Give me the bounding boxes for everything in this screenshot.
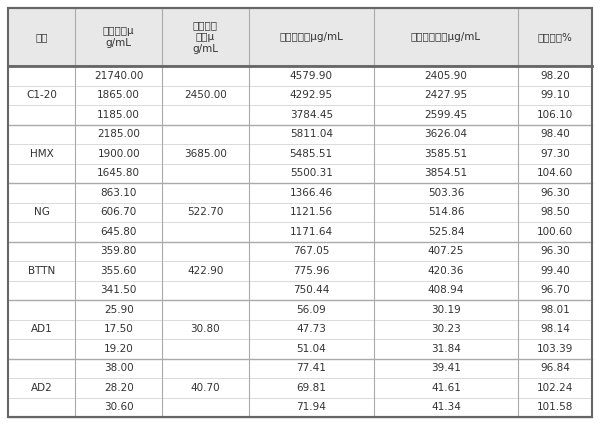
Text: 加标测定值，μg/mL: 加标测定值，μg/mL — [411, 32, 481, 42]
Text: 51.04: 51.04 — [296, 344, 326, 354]
Text: 30.60: 30.60 — [104, 402, 134, 412]
Text: 3585.51: 3585.51 — [424, 149, 467, 159]
Text: 1645.80: 1645.80 — [97, 168, 140, 178]
Text: 47.73: 47.73 — [296, 324, 326, 334]
Text: 31.84: 31.84 — [431, 344, 461, 354]
Bar — [8, 8, 592, 66]
Text: 863.10: 863.10 — [101, 188, 137, 198]
Text: 101.58: 101.58 — [537, 402, 573, 412]
Text: 39.41: 39.41 — [431, 363, 461, 373]
Text: 69.81: 69.81 — [296, 383, 326, 393]
Text: 514.86: 514.86 — [428, 207, 464, 217]
Text: 19.20: 19.20 — [104, 344, 134, 354]
Text: 645.80: 645.80 — [101, 227, 137, 237]
Text: 98.14: 98.14 — [540, 324, 570, 334]
Text: 41.34: 41.34 — [431, 402, 461, 412]
Text: 测定总值，μg/mL: 测定总值，μg/mL — [279, 32, 343, 42]
Text: 40.70: 40.70 — [191, 383, 220, 393]
Text: 420.36: 420.36 — [428, 266, 464, 276]
Text: 71.94: 71.94 — [296, 402, 326, 412]
Bar — [8, 66, 592, 125]
Text: 1900.00: 1900.00 — [97, 149, 140, 159]
Text: 341.50: 341.50 — [101, 285, 137, 295]
Text: 1171.64: 1171.64 — [290, 227, 333, 237]
Text: 56.09: 56.09 — [296, 305, 326, 315]
Bar — [8, 125, 592, 183]
Text: AD1: AD1 — [31, 324, 53, 334]
Bar — [8, 300, 592, 359]
Bar — [8, 359, 592, 417]
Text: 38.00: 38.00 — [104, 363, 134, 373]
Text: 103.39: 103.39 — [537, 344, 573, 354]
Text: 1185.00: 1185.00 — [97, 110, 140, 120]
Text: 1865.00: 1865.00 — [97, 90, 140, 100]
Text: 17.50: 17.50 — [104, 324, 134, 334]
Text: 25.90: 25.90 — [104, 305, 134, 315]
Text: 4579.90: 4579.90 — [290, 71, 333, 81]
Text: 98.01: 98.01 — [540, 305, 570, 315]
Text: 606.70: 606.70 — [101, 207, 137, 217]
Text: 21740.00: 21740.00 — [94, 71, 143, 81]
Text: 522.70: 522.70 — [187, 207, 224, 217]
Text: HMX: HMX — [30, 149, 53, 159]
Text: 102.24: 102.24 — [537, 383, 573, 393]
Bar — [8, 183, 592, 241]
Text: 98.20: 98.20 — [540, 71, 570, 81]
Text: 503.36: 503.36 — [428, 188, 464, 198]
Text: 99.10: 99.10 — [540, 90, 570, 100]
Text: 96.84: 96.84 — [540, 363, 570, 373]
Text: 组分: 组分 — [35, 32, 48, 42]
Text: 30.23: 30.23 — [431, 324, 461, 334]
Bar — [8, 241, 592, 300]
Text: 初始量，μ
g/mL: 初始量，μ g/mL — [103, 26, 134, 48]
Text: 767.05: 767.05 — [293, 246, 329, 256]
Text: 4292.95: 4292.95 — [290, 90, 333, 100]
Text: 355.60: 355.60 — [101, 266, 137, 276]
Text: 3626.04: 3626.04 — [425, 129, 467, 139]
Text: 100.60: 100.60 — [537, 227, 573, 237]
Text: 41.61: 41.61 — [431, 383, 461, 393]
Text: 2450.00: 2450.00 — [184, 90, 227, 100]
Text: 3685.00: 3685.00 — [184, 149, 227, 159]
Text: 1121.56: 1121.56 — [290, 207, 333, 217]
Text: 525.84: 525.84 — [428, 227, 464, 237]
Text: 30.80: 30.80 — [191, 324, 220, 334]
Text: 3854.51: 3854.51 — [424, 168, 467, 178]
Text: 理论加标
量，μ
g/mL: 理论加标 量，μ g/mL — [193, 20, 218, 54]
Text: 5811.04: 5811.04 — [290, 129, 333, 139]
Text: 407.25: 407.25 — [428, 246, 464, 256]
Text: 96.70: 96.70 — [540, 285, 570, 295]
Text: 98.40: 98.40 — [540, 129, 570, 139]
Text: 2405.90: 2405.90 — [425, 71, 467, 81]
Text: 775.96: 775.96 — [293, 266, 329, 276]
Text: C1-20: C1-20 — [26, 90, 57, 100]
Text: 回收率，%: 回收率，% — [538, 32, 572, 42]
Text: 5485.51: 5485.51 — [290, 149, 333, 159]
Text: AD2: AD2 — [31, 383, 53, 393]
Text: 97.30: 97.30 — [540, 149, 570, 159]
Text: 2427.95: 2427.95 — [424, 90, 467, 100]
Text: BTTN: BTTN — [28, 266, 55, 276]
Text: NG: NG — [34, 207, 50, 217]
Text: 422.90: 422.90 — [187, 266, 224, 276]
Text: 359.80: 359.80 — [101, 246, 137, 256]
Text: 99.40: 99.40 — [540, 266, 570, 276]
Text: 408.94: 408.94 — [428, 285, 464, 295]
Text: 30.19: 30.19 — [431, 305, 461, 315]
Text: 98.50: 98.50 — [540, 207, 570, 217]
Text: 2185.00: 2185.00 — [97, 129, 140, 139]
Text: 96.30: 96.30 — [540, 188, 570, 198]
Text: 28.20: 28.20 — [104, 383, 134, 393]
Text: 96.30: 96.30 — [540, 246, 570, 256]
Text: 5500.31: 5500.31 — [290, 168, 332, 178]
Text: 1366.46: 1366.46 — [290, 188, 333, 198]
Text: 77.41: 77.41 — [296, 363, 326, 373]
Text: 750.44: 750.44 — [293, 285, 329, 295]
Text: 3784.45: 3784.45 — [290, 110, 333, 120]
Text: 2599.45: 2599.45 — [424, 110, 467, 120]
Text: 104.60: 104.60 — [537, 168, 573, 178]
Text: 106.10: 106.10 — [537, 110, 573, 120]
